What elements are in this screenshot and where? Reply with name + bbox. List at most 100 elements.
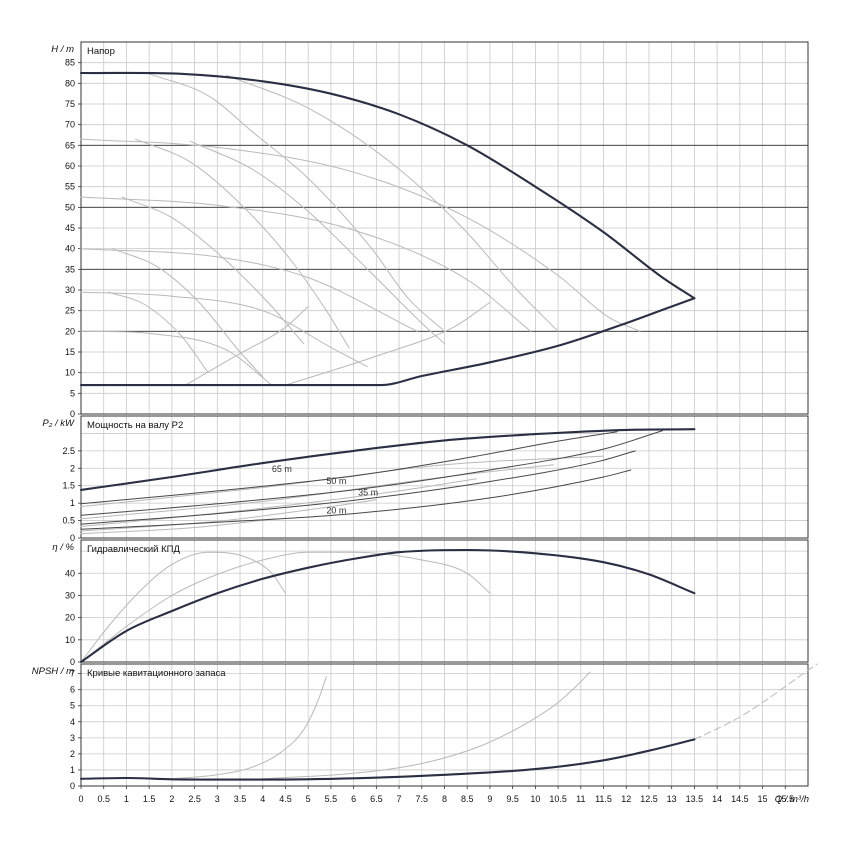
x-tick-label: 15.5 (777, 794, 795, 804)
x-tick-label: 0 (78, 794, 83, 804)
x-tick-label: 11.5 (595, 794, 612, 804)
series-thin (148, 73, 445, 332)
series-thin (285, 301, 491, 386)
series-max (79, 738, 696, 781)
series-thin (112, 248, 264, 378)
series-thin (80, 551, 491, 663)
y-tick-label: 0 (70, 409, 75, 419)
efficiency-panel: 0 10 20 30 40 η / % Гидравлический КПД (52, 539, 809, 667)
series-dashed (693, 663, 818, 740)
series-min-envelope (79, 297, 696, 387)
series-thin (107, 291, 209, 374)
x-axis-label: Q / m³/h (775, 794, 809, 805)
series-max (79, 548, 696, 664)
x-tick-label: 9.5 (506, 794, 519, 804)
curve-label: 50 m (326, 476, 346, 486)
series-thin (80, 478, 477, 527)
x-tick-label: 8.5 (461, 794, 474, 804)
y-tick-label: 60 (65, 161, 75, 171)
power-panel: 0 0.5 1 1.5 2 2.5 P₂ / kW Мощность на валу P2 65… (42, 415, 809, 543)
x-tick-label: 6.5 (370, 794, 383, 804)
panel-title: Кривые кавитационного запаса (87, 668, 226, 679)
x-tick-label: 12 (621, 794, 631, 804)
series-thin (225, 74, 559, 332)
x-tick-label: 11 (576, 794, 585, 804)
x-tick-label: 0.5 (97, 794, 110, 804)
x-tick-label: 10 (530, 794, 540, 804)
y-tick-label: 55 (65, 182, 75, 192)
series-thin (135, 138, 350, 349)
y-tick-label: 1 (70, 765, 75, 775)
y-tick-label: 20 (65, 613, 75, 623)
x-tick-label: 2.5 (188, 794, 201, 804)
curve-label: 20 m (326, 506, 346, 516)
y-axis-label: NPSH / m (32, 666, 74, 677)
y-tick-label: 2 (70, 749, 75, 759)
series-thin (121, 196, 305, 345)
x-tick-label: 10.5 (549, 794, 567, 804)
series-thin (80, 551, 286, 663)
series-35-m (80, 450, 636, 525)
series-thin (80, 518, 277, 535)
y-tick-label: 10 (65, 368, 75, 378)
series-thin (189, 140, 445, 345)
x-tick-label: 13 (667, 794, 677, 804)
x-tick-label: 14.5 (731, 794, 749, 804)
y-tick-label: 40 (65, 568, 75, 578)
x-tick-label: 1.5 (143, 794, 156, 804)
y-tick-label: 2 (70, 463, 75, 473)
x-axis: 0 0.5 1 1.5 2 2.5 3 3.5 4 4.5 5 5.5 6 6.5 7 7.5 8 8.5 9 9.5… (78, 786, 809, 805)
head-panel: 0 5 10 15 20 25 30 35 40 45 50 55 60 65 70 75 80 85 H / m Н… (51, 41, 809, 419)
x-tick-label: 5 (306, 794, 311, 804)
x-tick-label: 4.5 (279, 794, 292, 804)
y-tick-label: 3 (70, 733, 75, 743)
y-tick-label: 80 (65, 78, 75, 88)
y-tick-label: 50 (65, 202, 75, 212)
series-thin (80, 196, 532, 332)
y-tick-label: 40 (65, 244, 75, 254)
series-thin (262, 671, 591, 780)
y-tick-label: 30 (65, 590, 75, 600)
series-thin (80, 464, 554, 520)
series-65-m (80, 431, 618, 505)
x-tick-label: 3.5 (234, 794, 247, 804)
x-tick-label: 1 (124, 794, 129, 804)
x-tick-label: 3 (215, 794, 220, 804)
x-tick-label: 2 (169, 794, 174, 804)
y-tick-label: 0.5 (62, 516, 75, 526)
y-tick-label: 30 (65, 285, 75, 295)
y-tick-label: 85 (65, 58, 75, 68)
plot-frame (80, 539, 809, 663)
panel-title: Напор (87, 46, 115, 57)
y-tick-label: 5 (70, 701, 75, 711)
series-thin (80, 330, 273, 386)
series-max (79, 428, 696, 491)
y-tick-label: 65 (65, 140, 75, 150)
x-tick-label: 15 (758, 794, 768, 804)
x-tick-label: 7.5 (416, 794, 429, 804)
y-tick-label: 0 (70, 657, 75, 667)
y-tick-label: 6 (70, 685, 75, 695)
x-tick-label: 4 (260, 794, 265, 804)
x-tick-label: 6 (351, 794, 356, 804)
series-thin (185, 306, 309, 386)
y-tick-label: 0 (70, 781, 75, 791)
x-tick-label: 12.5 (640, 794, 658, 804)
x-tick-label: 8 (442, 794, 447, 804)
series-thin (80, 499, 377, 532)
y-tick-label: 10 (65, 635, 75, 645)
y-tick-label: 35 (65, 264, 75, 274)
y-tick-label: 4 (70, 717, 75, 727)
series-20-m (80, 469, 632, 530)
x-tick-label: 5.5 (325, 794, 338, 804)
y-tick-label: 7 (70, 669, 75, 679)
series-thin (80, 291, 368, 367)
y-tick-label: 45 (65, 223, 75, 233)
x-tick-label: 7 (397, 794, 402, 804)
panel-title: Гидравлический КПД (87, 544, 180, 555)
y-tick-label: 0 (70, 533, 75, 543)
series-50-m (80, 430, 664, 516)
curve-label: 35 m (358, 487, 378, 497)
y-axis-label: η / % (52, 542, 74, 553)
y-tick-label: 25 (65, 306, 75, 316)
